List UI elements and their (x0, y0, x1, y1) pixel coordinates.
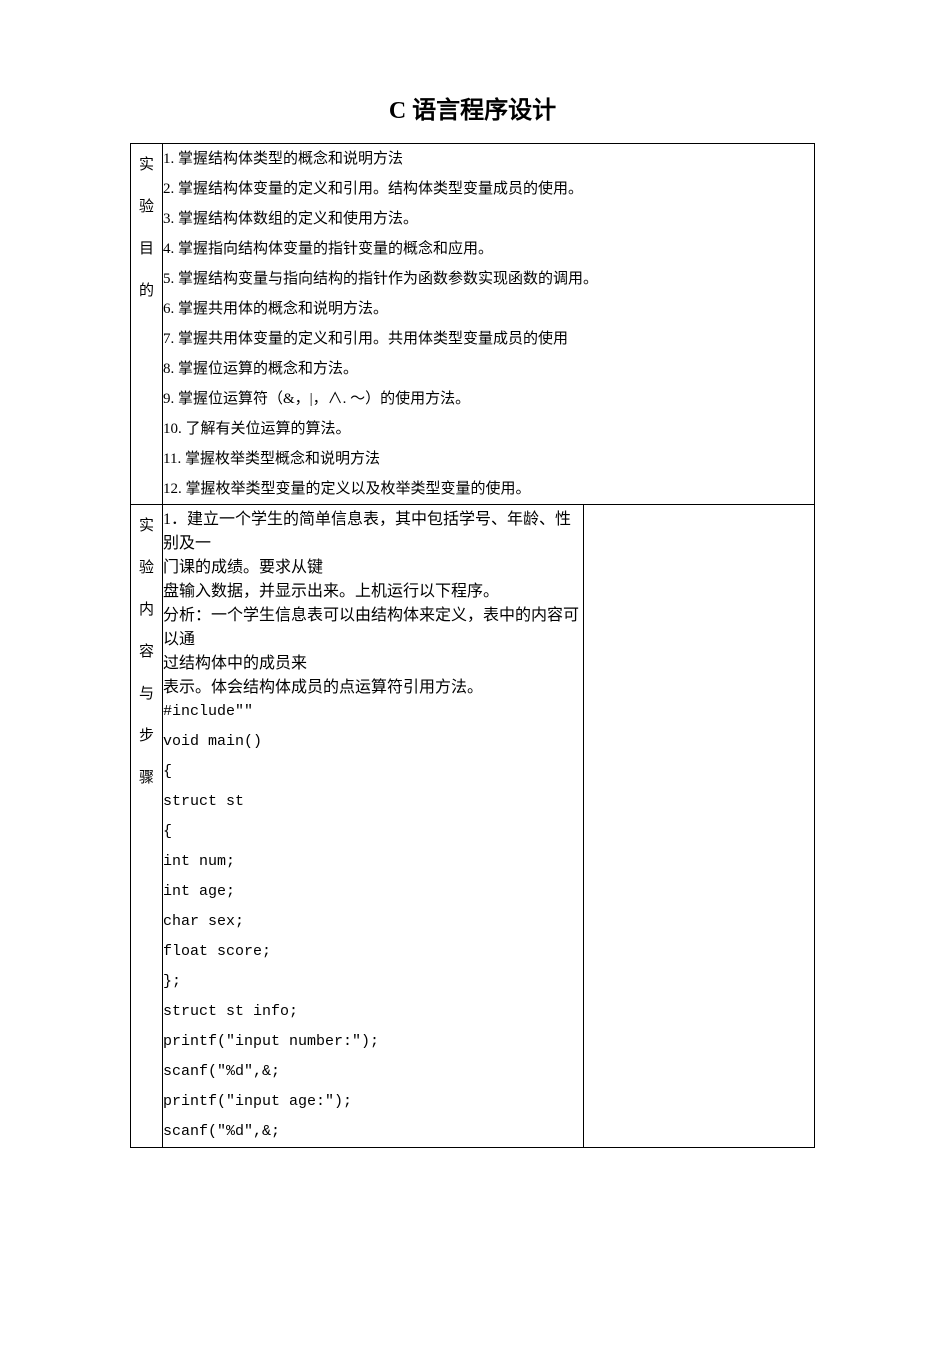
objective-line: 2. 掌握结构体变量的定义和引用。结构体类型变量成员的使用。 (163, 174, 814, 204)
content-line: 门课的成绩。要求从键 (163, 553, 583, 577)
objective-line: 11. 掌握枚举类型概念和说明方法 (163, 444, 814, 474)
code-line: struct st (163, 787, 583, 817)
content-line: 分析：一个学生信息表可以由结构体来定义，表中的内容可以通 (163, 601, 583, 649)
label-char: 骤 (139, 757, 154, 799)
content-line: 盘输入数据，并显示出来。上机运行以下程序。 (163, 577, 583, 601)
objective-line: 12. 掌握枚举类型变量的定义以及枚举类型变量的使用。 (163, 474, 814, 504)
code-line: scanf("%d",&; (163, 1057, 583, 1087)
code-line: { (163, 817, 583, 847)
code-line: void main() (163, 727, 583, 757)
code-line: printf("input number:"); (163, 1027, 583, 1057)
code-line: int num; (163, 847, 583, 877)
code-line: int age; (163, 877, 583, 907)
main-table: 实 验 目 的 1. 掌握结构体类型的概念和说明方法 2. 掌握结构体变量的定义… (130, 143, 815, 1148)
code-line: }; (163, 967, 583, 997)
code-line: char sex; (163, 907, 583, 937)
content-line: 过结构体中的成员来 (163, 649, 583, 673)
objective-line: 8. 掌握位运算的概念和方法。 (163, 354, 814, 384)
section-2-inner-table: 1．建立一个学生的简单信息表，其中包括学号、年龄、性别及一 门课的成绩。要求从键… (163, 505, 814, 1147)
objective-line: 1. 掌握结构体类型的概念和说明方法 (163, 144, 814, 174)
label-char: 验 (139, 547, 154, 589)
code-line: struct st info; (163, 997, 583, 1027)
section-2-content-wrapper: 1．建立一个学生的简单信息表，其中包括学号、年龄、性别及一 门课的成绩。要求从键… (163, 505, 815, 1148)
code-line: scanf("%d",&; (163, 1117, 583, 1147)
section-2-content: 1．建立一个学生的简单信息表，其中包括学号、年龄、性别及一 门课的成绩。要求从键… (163, 505, 583, 1147)
label-char: 内 (139, 589, 154, 631)
section-1-row: 实 验 目 的 1. 掌握结构体类型的概念和说明方法 2. 掌握结构体变量的定义… (131, 144, 815, 505)
objective-line: 4. 掌握指向结构体变量的指针变量的概念和应用。 (163, 234, 814, 264)
section-2-row: 实 验 内 容 与 步 骤 1．建立一个学生的简单信息表，其中包括学号、年龄、性… (131, 505, 815, 1148)
label-char: 的 (139, 270, 154, 312)
label-char: 实 (139, 144, 154, 186)
label-char: 步 (139, 715, 154, 757)
content-line: 表示。体会结构体成员的点运算符引用方法。 (163, 673, 583, 697)
objective-line: 9. 掌握位运算符（&，|，∧. ～）的使用方法。 (163, 384, 814, 414)
code-line: { (163, 757, 583, 787)
label-char: 目 (139, 228, 154, 270)
objective-line: 7. 掌握共用体变量的定义和引用。共用体类型变量成员的使用 (163, 324, 814, 354)
section-1-content: 1. 掌握结构体类型的概念和说明方法 2. 掌握结构体变量的定义和引用。结构体类… (163, 144, 815, 505)
code-line: printf("input age:"); (163, 1087, 583, 1117)
page-title: C 语言程序设计 (130, 90, 815, 125)
code-line: #include"" (163, 697, 583, 727)
label-char: 实 (139, 505, 154, 547)
label-char: 容 (139, 631, 154, 673)
section-2-label: 实 验 内 容 与 步 骤 (131, 505, 163, 1148)
content-line: 1．建立一个学生的简单信息表，其中包括学号、年龄、性别及一 (163, 505, 583, 553)
label-char: 验 (139, 186, 154, 228)
objective-line: 3. 掌握结构体数组的定义和使用方法。 (163, 204, 814, 234)
objective-line: 5. 掌握结构变量与指向结构的指针作为函数参数实现函数的调用。 (163, 264, 814, 294)
section-1-label: 实 验 目 的 (131, 144, 163, 505)
section-2-empty-column (583, 505, 814, 1147)
label-char: 与 (139, 673, 154, 715)
code-line: float score; (163, 937, 583, 967)
objective-line: 10. 了解有关位运算的算法。 (163, 414, 814, 444)
objective-line: 6. 掌握共用体的概念和说明方法。 (163, 294, 814, 324)
